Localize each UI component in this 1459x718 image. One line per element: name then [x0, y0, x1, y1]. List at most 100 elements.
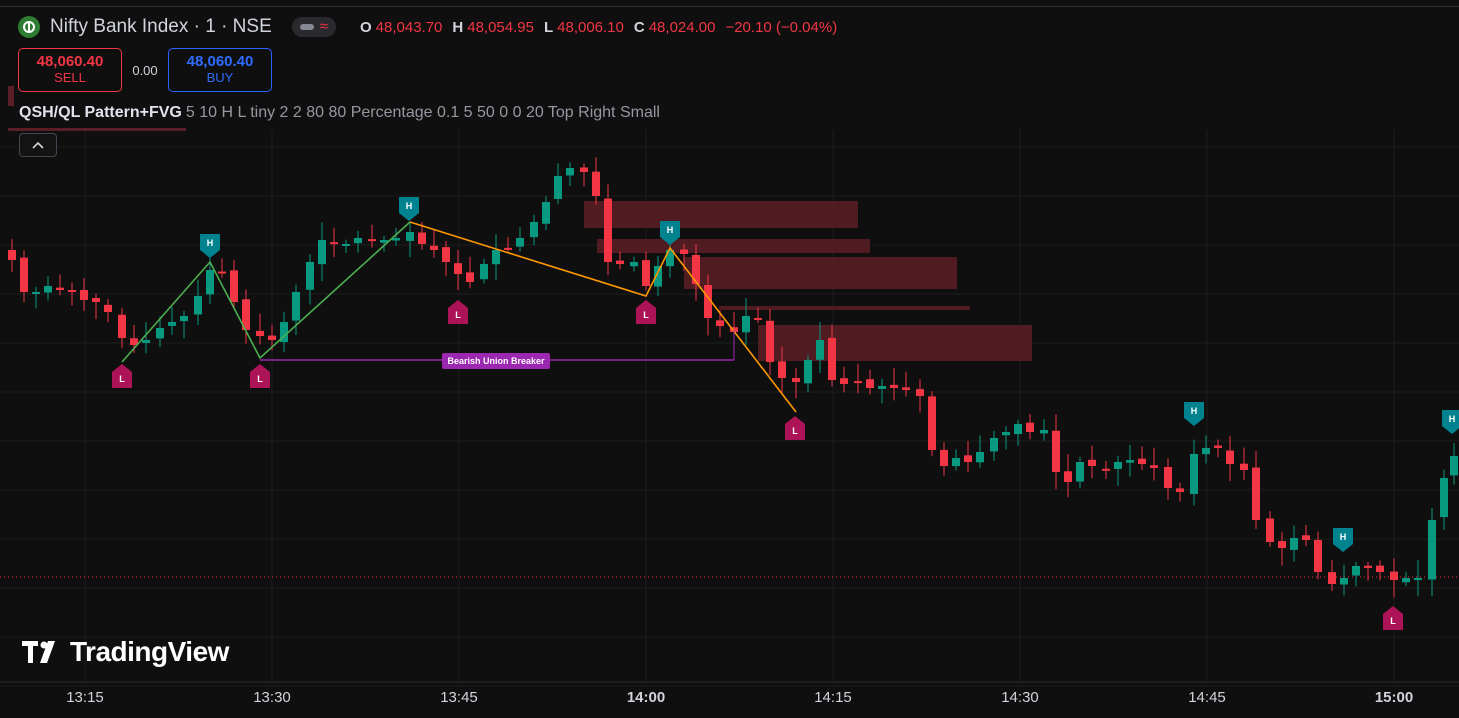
- symbol-title[interactable]: Nifty Bank Index · 1 · NSE: [50, 16, 272, 37]
- candle-body: [1340, 578, 1348, 585]
- candle-body: [1126, 460, 1134, 463]
- candle-body: [916, 389, 924, 396]
- candle-body: [20, 257, 28, 292]
- candle-body: [1440, 478, 1448, 518]
- breaker-label: Bearish Union Breaker: [447, 356, 545, 366]
- fvg-zone: [584, 201, 858, 228]
- candle-body: [976, 452, 984, 463]
- candle-body: [940, 449, 948, 466]
- candle-body: [206, 270, 214, 295]
- tradingview-wordmark: TradingView: [70, 636, 229, 667]
- ohlc-change-value: −20.10 (−0.04%): [725, 18, 838, 36]
- swing-high-marker: [1333, 528, 1353, 552]
- candle-body: [730, 327, 738, 332]
- eye-toggle-icon[interactable]: [299, 24, 314, 30]
- candle-body: [828, 337, 836, 380]
- time-tick-label: 14:00: [627, 689, 665, 706]
- candle-body: [990, 438, 998, 452]
- swing-low-label: L: [792, 426, 798, 436]
- collapse-legend-button[interactable]: [19, 133, 57, 157]
- ohlc-close-value: 48,024.00: [648, 18, 716, 36]
- indicator-mark: [8, 86, 14, 106]
- candle-body: [1190, 454, 1198, 494]
- fvg-zone: [719, 306, 970, 310]
- indicator-legend[interactable]: QSH/QL Pattern+FVG 5 10 H L tiny 2 2 80 8…: [19, 104, 660, 122]
- time-tick-label: 15:00: [1375, 689, 1413, 706]
- candle-body: [1226, 450, 1234, 464]
- swing-high-marker: [399, 197, 419, 221]
- candle-body: [44, 286, 52, 293]
- sell-price: 48,060.40: [36, 53, 104, 70]
- candle-body: [504, 247, 512, 250]
- candle-body: [680, 249, 688, 254]
- candle-body: [454, 263, 462, 274]
- swing-low-marker: [636, 300, 656, 324]
- candle-body: [368, 239, 376, 242]
- candle-body: [156, 328, 164, 339]
- swing-low-label: L: [119, 374, 125, 384]
- exchange-logo-icon: [18, 16, 40, 38]
- candle-body: [804, 360, 812, 384]
- fvg-zone: [684, 257, 957, 289]
- candle-body: [256, 330, 264, 336]
- candle-body: [268, 335, 276, 340]
- swing-high-marker: [200, 234, 220, 258]
- tradingview-logo[interactable]: TradingView: [22, 636, 229, 668]
- candle-body: [1414, 578, 1422, 581]
- indicator-args: 5 10 H L tiny 2 2 80 80 Percentage 0.1 5…: [185, 104, 660, 121]
- candle-body: [704, 285, 712, 318]
- candle-body: [1252, 467, 1260, 520]
- wave-icon[interactable]: ≈: [319, 18, 328, 35]
- candle-body: [92, 298, 100, 302]
- candle-body: [1164, 467, 1172, 488]
- candle-body: [1040, 430, 1048, 434]
- ohlc-close-key: C: [633, 18, 645, 36]
- visibility-toggle[interactable]: ≈: [291, 17, 336, 37]
- candle-body: [354, 238, 362, 244]
- indicator-underline: [8, 128, 186, 131]
- sell-button[interactable]: 48,060.40 SELL: [18, 48, 122, 92]
- candle-body: [292, 292, 300, 321]
- candle-body: [840, 378, 848, 384]
- candle-body: [480, 264, 488, 280]
- swing-low-marker: [250, 364, 270, 388]
- swing-low-label: L: [1390, 616, 1396, 626]
- candle-body: [964, 455, 972, 462]
- time-tick-label: 14:45: [1188, 689, 1226, 706]
- time-tick-label: 13:30: [253, 689, 291, 706]
- candle-body: [566, 168, 574, 176]
- buy-price: 48,060.40: [186, 53, 254, 70]
- candle-body: [1052, 430, 1060, 472]
- candle-body: [716, 320, 724, 326]
- swing-high-label: H: [406, 201, 413, 211]
- candle-body: [280, 322, 288, 343]
- swing-low-marker: [112, 364, 132, 388]
- swing-high-label: H: [1449, 414, 1456, 424]
- candle-body: [1026, 422, 1034, 432]
- ohlc-open-key: O: [359, 18, 372, 36]
- buy-button[interactable]: 48,060.40 BUY: [168, 48, 272, 92]
- candle-body: [130, 338, 138, 345]
- candle-body: [1088, 459, 1096, 466]
- candle-body: [492, 250, 500, 265]
- swing-high-marker: [1442, 410, 1459, 434]
- candle-body: [516, 238, 524, 247]
- candle-body: [466, 272, 474, 282]
- fvg-zone: [758, 325, 1032, 361]
- candle-body: [1102, 468, 1110, 471]
- swing-line-green: [121, 221, 411, 363]
- time-tick-label: 13:15: [66, 689, 104, 706]
- candle-body: [1328, 572, 1336, 584]
- candle-body: [242, 299, 250, 330]
- ohlc-high-key: H: [452, 18, 464, 36]
- swing-high-marker: [1184, 402, 1204, 426]
- time-tick-label: 14:15: [814, 689, 852, 706]
- swing-low-label: L: [455, 310, 461, 320]
- candle-body: [1376, 565, 1384, 572]
- indicator-name[interactable]: QSH/QL Pattern+FVG: [19, 104, 182, 121]
- candle-body: [778, 361, 786, 378]
- fvg-zone: [597, 239, 870, 253]
- candle-body: [1278, 541, 1286, 548]
